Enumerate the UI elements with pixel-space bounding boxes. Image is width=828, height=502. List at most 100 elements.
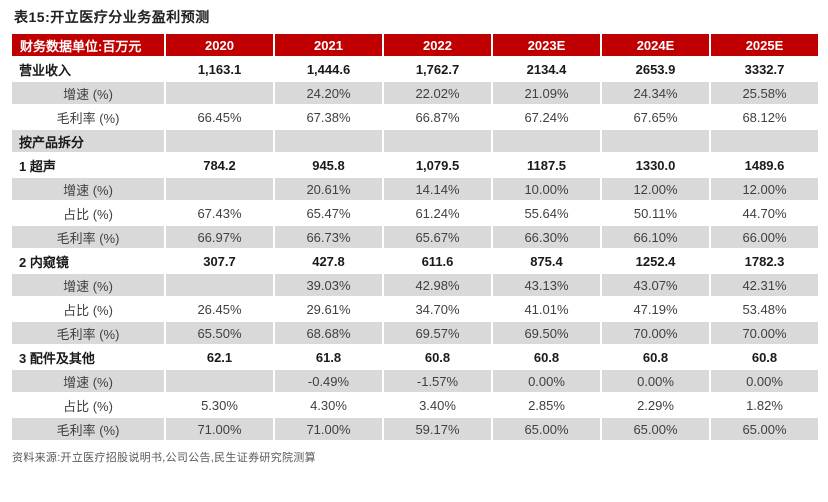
year-header: 2021 bbox=[275, 34, 382, 56]
cell-value: 67.65% bbox=[633, 109, 678, 125]
cell-value bbox=[602, 130, 709, 152]
cell-value: 60.8 bbox=[751, 349, 778, 365]
cell-value: 71.00% bbox=[166, 418, 273, 440]
cell-value: 25.58% bbox=[711, 82, 818, 104]
row-label: 占比 (%) bbox=[63, 206, 113, 222]
year-header: 2024E bbox=[602, 34, 709, 56]
cell-value: 2.85% bbox=[528, 397, 565, 413]
cell-value: 2134.4 bbox=[526, 61, 567, 77]
cell-value: 50.11% bbox=[633, 205, 678, 221]
cell-value: 12.00% bbox=[711, 178, 818, 200]
cell-value: -0.49% bbox=[275, 370, 382, 392]
cell-value: 875.4 bbox=[530, 253, 563, 269]
row-label: 毛利率 (%) bbox=[12, 322, 164, 344]
year-header: 2025E bbox=[711, 34, 818, 56]
source-note: 资料来源:开立医疗招股说明书,公司公告,民生证券研究院测算 bbox=[12, 452, 316, 464]
cell-value: 1782.3 bbox=[744, 253, 785, 269]
year-header: 2022 bbox=[384, 34, 491, 56]
cell-value: 611.6 bbox=[421, 253, 454, 269]
cell-value: 66.97% bbox=[166, 226, 273, 248]
cell-value: 0.00% bbox=[711, 370, 818, 392]
cell-value: 60.8 bbox=[642, 349, 669, 365]
cell-value: 10.00% bbox=[493, 178, 600, 200]
cell-value: 307.7 bbox=[203, 253, 236, 269]
cell-value bbox=[166, 370, 273, 392]
cell-value: 65.00% bbox=[602, 418, 709, 440]
table-row: 毛利率 (%) 65.50% 68.68% 69.57% 69.50% 70.00% 70.… bbox=[12, 322, 818, 344]
cell-value: 26.45% bbox=[197, 301, 242, 317]
table-row: 3 配件及其他 62.1 61.8 60.8 60.8 60.8 60.8 bbox=[12, 346, 818, 368]
cell-value: 1489.6 bbox=[744, 157, 785, 173]
cell-value: 60.8 bbox=[424, 349, 451, 365]
cell-value: 39.03% bbox=[275, 274, 382, 296]
cell-value bbox=[711, 130, 818, 152]
unit-label: 财务数据单位:百万元 bbox=[12, 34, 164, 56]
cell-value: 4.30% bbox=[310, 397, 347, 413]
cell-value: 14.14% bbox=[384, 178, 491, 200]
cell-value: 43.13% bbox=[493, 274, 600, 296]
row-label: 毛利率 (%) bbox=[12, 226, 164, 248]
cell-value: 5.30% bbox=[201, 397, 238, 413]
table-row: 占比 (%) 26.45% 29.61% 34.70% 41.01% 47.19% 53.4… bbox=[12, 298, 818, 320]
cell-value: 0.00% bbox=[493, 370, 600, 392]
cell-value: 21.09% bbox=[493, 82, 600, 104]
cell-value: 61.24% bbox=[415, 205, 460, 221]
cell-value: 24.34% bbox=[602, 82, 709, 104]
cell-value: 2.29% bbox=[637, 397, 674, 413]
cell-value: 784.2 bbox=[203, 157, 236, 173]
table-row: 增速 (%) -0.49% -1.57% 0.00% 0.00% 0.00% bbox=[12, 370, 818, 392]
row-label: 3 配件及其他 bbox=[19, 350, 95, 366]
cell-value: 20.61% bbox=[275, 178, 382, 200]
table-title: 表15:开立医疗分业务盈利预测 bbox=[14, 9, 210, 25]
cell-value: -1.57% bbox=[384, 370, 491, 392]
cell-value: 1330.0 bbox=[635, 157, 676, 173]
row-label: 占比 (%) bbox=[63, 398, 113, 414]
cell-value bbox=[275, 130, 382, 152]
cell-value: 66.10% bbox=[602, 226, 709, 248]
cell-value: 1,079.5 bbox=[415, 157, 460, 173]
cell-value: 66.00% bbox=[711, 226, 818, 248]
cell-value bbox=[166, 274, 273, 296]
cell-value: 55.64% bbox=[524, 205, 569, 221]
year-header: 2020 bbox=[166, 34, 273, 56]
cell-value: 12.00% bbox=[602, 178, 709, 200]
row-label: 毛利率 (%) bbox=[56, 110, 120, 126]
cell-value: 66.30% bbox=[493, 226, 600, 248]
row-label: 营业收入 bbox=[19, 62, 72, 78]
cell-value: 68.68% bbox=[275, 322, 382, 344]
cell-value bbox=[493, 130, 600, 152]
table-body: 营业收入 1,163.1 1,444.6 1,762.7 2134.4 2653.9 333… bbox=[12, 58, 818, 440]
cell-value: 59.17% bbox=[384, 418, 491, 440]
cell-value: 34.70% bbox=[415, 301, 460, 317]
table-row: 增速 (%) 20.61% 14.14% 10.00% 12.00% 12.00% bbox=[12, 178, 818, 200]
cell-value: 69.50% bbox=[493, 322, 600, 344]
cell-value: 1,444.6 bbox=[306, 61, 351, 77]
header-row: 财务数据单位:百万元 2020 2021 2022 2023E 2024E 2025E bbox=[12, 34, 818, 56]
cell-value: 66.45% bbox=[197, 109, 242, 125]
cell-value: 65.67% bbox=[384, 226, 491, 248]
cell-value bbox=[166, 130, 273, 152]
row-label: 增速 (%) bbox=[12, 274, 164, 296]
cell-value: 65.50% bbox=[166, 322, 273, 344]
table-row: 增速 (%) 24.20% 22.02% 21.09% 24.34% 25.58% bbox=[12, 82, 818, 104]
row-label: 1 超声 bbox=[19, 158, 56, 174]
cell-value: 945.8 bbox=[312, 157, 345, 173]
cell-value: 1.82% bbox=[746, 397, 783, 413]
row-label: 占比 (%) bbox=[63, 302, 113, 318]
cell-value: 44.70% bbox=[742, 205, 787, 221]
cell-value: 1,762.7 bbox=[415, 61, 460, 77]
cell-value: 69.57% bbox=[384, 322, 491, 344]
row-label: 按产品拆分 bbox=[12, 130, 164, 152]
cell-value: 3332.7 bbox=[744, 61, 785, 77]
cell-value: 41.01% bbox=[524, 301, 569, 317]
cell-value: 70.00% bbox=[602, 322, 709, 344]
table-row: 按产品拆分 bbox=[12, 130, 818, 152]
cell-value: 71.00% bbox=[275, 418, 382, 440]
cell-value: 65.00% bbox=[711, 418, 818, 440]
cell-value: 24.20% bbox=[275, 82, 382, 104]
cell-value: 68.12% bbox=[742, 109, 787, 125]
cell-value: 65.47% bbox=[306, 205, 351, 221]
table-row: 毛利率 (%) 71.00% 71.00% 59.17% 65.00% 65.00% 65.… bbox=[12, 418, 818, 440]
table-row: 占比 (%) 67.43% 65.47% 61.24% 55.64% 50.11% 44.7… bbox=[12, 202, 818, 224]
cell-value: 2653.9 bbox=[635, 61, 676, 77]
